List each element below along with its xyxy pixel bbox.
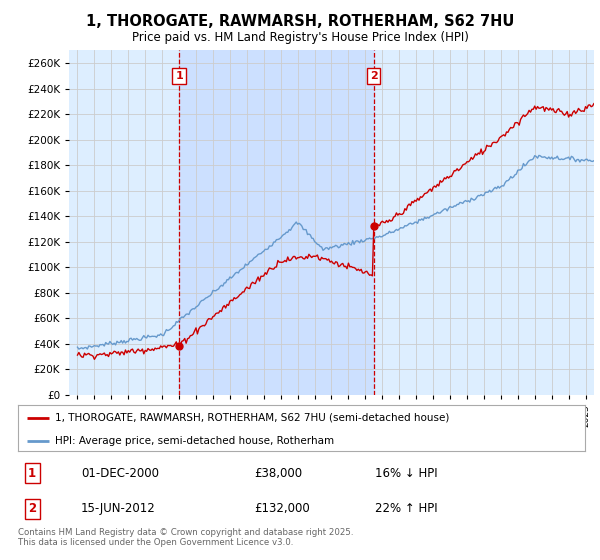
Text: HPI: Average price, semi-detached house, Rotherham: HPI: Average price, semi-detached house,… xyxy=(55,436,334,446)
Text: 2: 2 xyxy=(370,71,378,81)
Text: £132,000: £132,000 xyxy=(254,502,310,515)
Text: 16% ↓ HPI: 16% ↓ HPI xyxy=(375,466,437,480)
Text: 01-DEC-2000: 01-DEC-2000 xyxy=(81,466,159,480)
Text: 15-JUN-2012: 15-JUN-2012 xyxy=(81,502,156,515)
Text: Price paid vs. HM Land Registry's House Price Index (HPI): Price paid vs. HM Land Registry's House … xyxy=(131,31,469,44)
Text: Contains HM Land Registry data © Crown copyright and database right 2025.
This d: Contains HM Land Registry data © Crown c… xyxy=(18,528,353,547)
Text: 1, THOROGATE, RAWMARSH, ROTHERHAM, S62 7HU (semi-detached house): 1, THOROGATE, RAWMARSH, ROTHERHAM, S62 7… xyxy=(55,413,449,423)
Text: 2: 2 xyxy=(28,502,36,515)
Bar xyxy=(179,50,374,395)
Text: 1: 1 xyxy=(28,466,36,480)
Text: 22% ↑ HPI: 22% ↑ HPI xyxy=(375,502,437,515)
Text: 1, THOROGATE, RAWMARSH, ROTHERHAM, S62 7HU: 1, THOROGATE, RAWMARSH, ROTHERHAM, S62 7… xyxy=(86,14,514,29)
Text: 1: 1 xyxy=(175,71,183,81)
Text: £38,000: £38,000 xyxy=(254,466,302,480)
